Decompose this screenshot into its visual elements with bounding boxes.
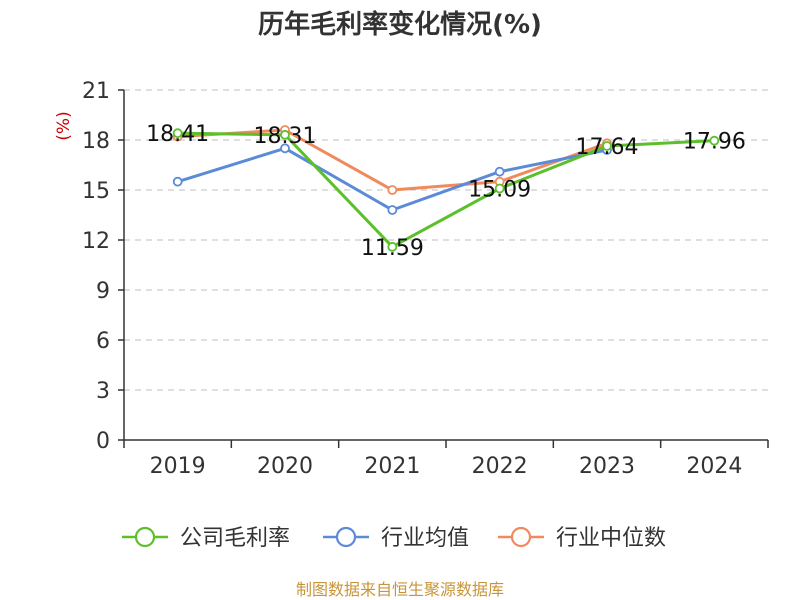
y-tick-label: 0 [96, 429, 110, 454]
data-point [387, 241, 398, 252]
y-tick-label: 12 [82, 229, 110, 254]
y-tick-label: 15 [82, 179, 110, 204]
x-tick-label: 2020 [257, 454, 313, 479]
series-line [177, 131, 715, 249]
data-point [494, 183, 505, 194]
y-axis-unit: (%) [54, 111, 74, 140]
data-labels: 18.41 18.31 11.59 15.09 17.64 17.96 [146, 122, 746, 261]
data-label: 17.64 [576, 135, 639, 160]
data-point [387, 205, 398, 215]
y-tick-label: 18 [82, 129, 110, 154]
x-tick-label: 2019 [150, 454, 206, 479]
data-label: 15.09 [468, 178, 531, 203]
y-tick-label: 3 [96, 379, 110, 404]
series-line [177, 128, 608, 192]
data-point [494, 166, 505, 177]
data-label: 17.96 [683, 130, 746, 155]
data-point [602, 141, 612, 151]
series-lines [172, 125, 720, 252]
chart-title: 历年毛利率变化情况(%) [258, 9, 542, 40]
legend-marker [335, 526, 357, 548]
y-tick-label: 21 [82, 79, 110, 104]
legend-label: 公司毛利率 [180, 526, 290, 551]
legend: 公司毛利率 行业均值 行业中位数 [122, 526, 666, 551]
series-line [177, 146, 608, 212]
x-tick-label: 2022 [472, 454, 528, 479]
axes: 0 3 6 9 12 15 18 21 2019 2020 2021 2022 2023 2024 [82, 79, 769, 479]
data-label: 18.41 [146, 122, 209, 147]
legend-label: 行业中位数 [556, 526, 666, 551]
data-point [709, 135, 720, 146]
y-tick-label: 6 [96, 329, 110, 354]
data-point [280, 143, 290, 154]
data-point [387, 185, 398, 195]
legend-marker [510, 526, 532, 548]
data-point [172, 176, 183, 187]
x-tick-label: 2024 [686, 454, 742, 479]
legend-label: 行业均值 [381, 526, 469, 551]
data-label: 18.31 [254, 124, 317, 149]
x-tick-label: 2021 [364, 454, 420, 479]
data-point [280, 129, 290, 140]
data-point [172, 128, 183, 139]
x-tick-label: 2023 [579, 454, 635, 479]
y-tick-label: 9 [96, 279, 110, 304]
data-label: 11.59 [361, 236, 424, 261]
source-note: 制图数据来自恒生聚源数据库 [296, 580, 504, 599]
legend-marker [134, 526, 156, 548]
